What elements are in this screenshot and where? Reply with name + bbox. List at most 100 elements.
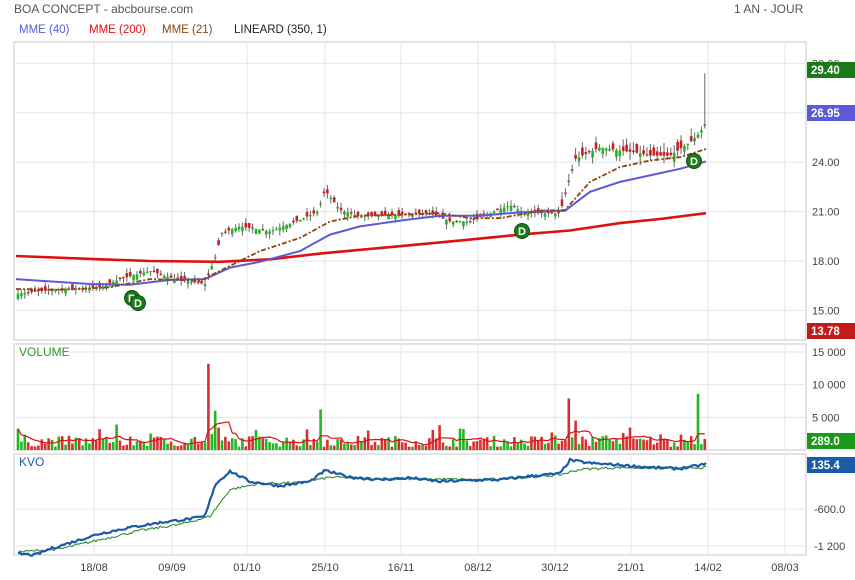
candle-body: [322, 191, 326, 194]
volume-bar: [669, 446, 673, 450]
volume-bar: [380, 437, 384, 450]
dividend-marker-label: D: [134, 298, 142, 310]
legend-item[interactable]: MME (21): [162, 24, 213, 36]
candle-body: [196, 281, 200, 283]
legend-item[interactable]: MME (40): [19, 24, 70, 36]
candle-body: [679, 140, 683, 149]
kvo-tick-label: -1 200: [814, 541, 845, 553]
volume-bar: [298, 446, 302, 450]
volume-bar: [81, 445, 84, 450]
volume-bar: [390, 446, 394, 450]
candle-body: [234, 228, 237, 232]
volume-bar: [397, 438, 401, 450]
candle-body: [465, 221, 469, 223]
candle-body: [298, 219, 302, 222]
volume-bar: [686, 442, 690, 450]
candle-body: [642, 150, 645, 155]
volume-bar: [591, 437, 594, 450]
candle-body: [635, 143, 639, 153]
volume-bar: [638, 438, 642, 450]
volume-bar: [451, 439, 455, 450]
volume-bar: [356, 435, 360, 450]
volume-bar: [553, 435, 557, 450]
volume-bar: [237, 446, 241, 450]
candle-body: [173, 278, 176, 283]
candle-body: [689, 136, 693, 142]
volume-bar: [363, 437, 367, 450]
volume-bar: [247, 436, 251, 450]
volume-bar: [105, 436, 108, 450]
dividend-marker[interactable]: [130, 295, 146, 311]
candle-body: [326, 189, 329, 194]
kvo-line: [18, 457, 707, 557]
candle-body: [424, 210, 428, 214]
candle-body: [285, 224, 288, 229]
volume-bar: [502, 439, 506, 450]
volume-bar: [655, 442, 659, 450]
candle-body: [186, 281, 190, 284]
volume-bar: [642, 439, 645, 450]
kvo-badge-text: 135.4: [811, 460, 840, 472]
volume-bar: [421, 444, 424, 450]
candle-body: [462, 221, 465, 227]
price-tick-label: 24.00: [812, 157, 840, 169]
candle-body: [105, 284, 108, 287]
dividend-marker[interactable]: [686, 153, 702, 169]
legend-item[interactable]: LINEARD (350, 1): [234, 24, 327, 36]
volume-bar: [264, 438, 268, 450]
volume-bar: [336, 439, 339, 450]
volume-bar: [441, 442, 445, 450]
candle-body: [584, 152, 588, 154]
chart-period[interactable]: 1 AN - JOUR: [734, 2, 804, 16]
candle-body: [513, 205, 516, 208]
volume-bar: [407, 446, 411, 450]
candle-body: [305, 212, 309, 217]
candle-body: [591, 150, 594, 158]
volume-bar: [251, 436, 254, 450]
candle-body: [390, 211, 394, 216]
candle-body: [281, 226, 285, 230]
volume-bar: [526, 445, 530, 450]
volume-bar: [54, 446, 57, 450]
candle-body: [594, 142, 598, 150]
series-mme21: [15, 148, 707, 291]
candle-body: [356, 211, 360, 216]
candle-body: [271, 230, 275, 232]
last-price-badge: [807, 62, 855, 78]
dividend-marker[interactable]: [514, 223, 530, 239]
candle-body: [217, 240, 220, 245]
candle-body: [288, 223, 292, 228]
kvo-signal-line: [17, 465, 707, 554]
volume-bar: [496, 446, 499, 450]
volume-bar: [703, 438, 707, 450]
price-tick-label: 15.00: [812, 305, 840, 317]
volume-bar: [50, 439, 54, 450]
volume-bar: [689, 436, 693, 450]
candle-body: [353, 214, 356, 216]
volume-bar: [618, 443, 622, 450]
candle-body: [655, 151, 659, 156]
volume-bar: [615, 438, 618, 450]
volume-bar: [244, 446, 248, 450]
x-tick-label: 16/11: [388, 562, 415, 574]
legend-item[interactable]: MME (200): [89, 24, 146, 36]
candle-body: [696, 134, 700, 138]
volume-bar: [649, 436, 652, 450]
candle-body: [468, 221, 472, 223]
volume-bar: [152, 437, 156, 450]
candle-body: [553, 213, 557, 217]
volume-bar: [64, 444, 67, 450]
candle-body: [577, 157, 581, 162]
candle-body: [601, 147, 605, 155]
volume-bar: [370, 445, 373, 450]
volume-bar: [513, 437, 516, 450]
volume-bar: [60, 436, 64, 450]
volume-bar: [258, 436, 261, 450]
volume-panel-title: VOLUME: [19, 345, 70, 359]
volume-bar: [16, 428, 20, 450]
volume-bar: [543, 443, 547, 450]
candle-body: [302, 218, 305, 220]
candle-body: [377, 215, 380, 217]
candle-body: [649, 149, 652, 156]
